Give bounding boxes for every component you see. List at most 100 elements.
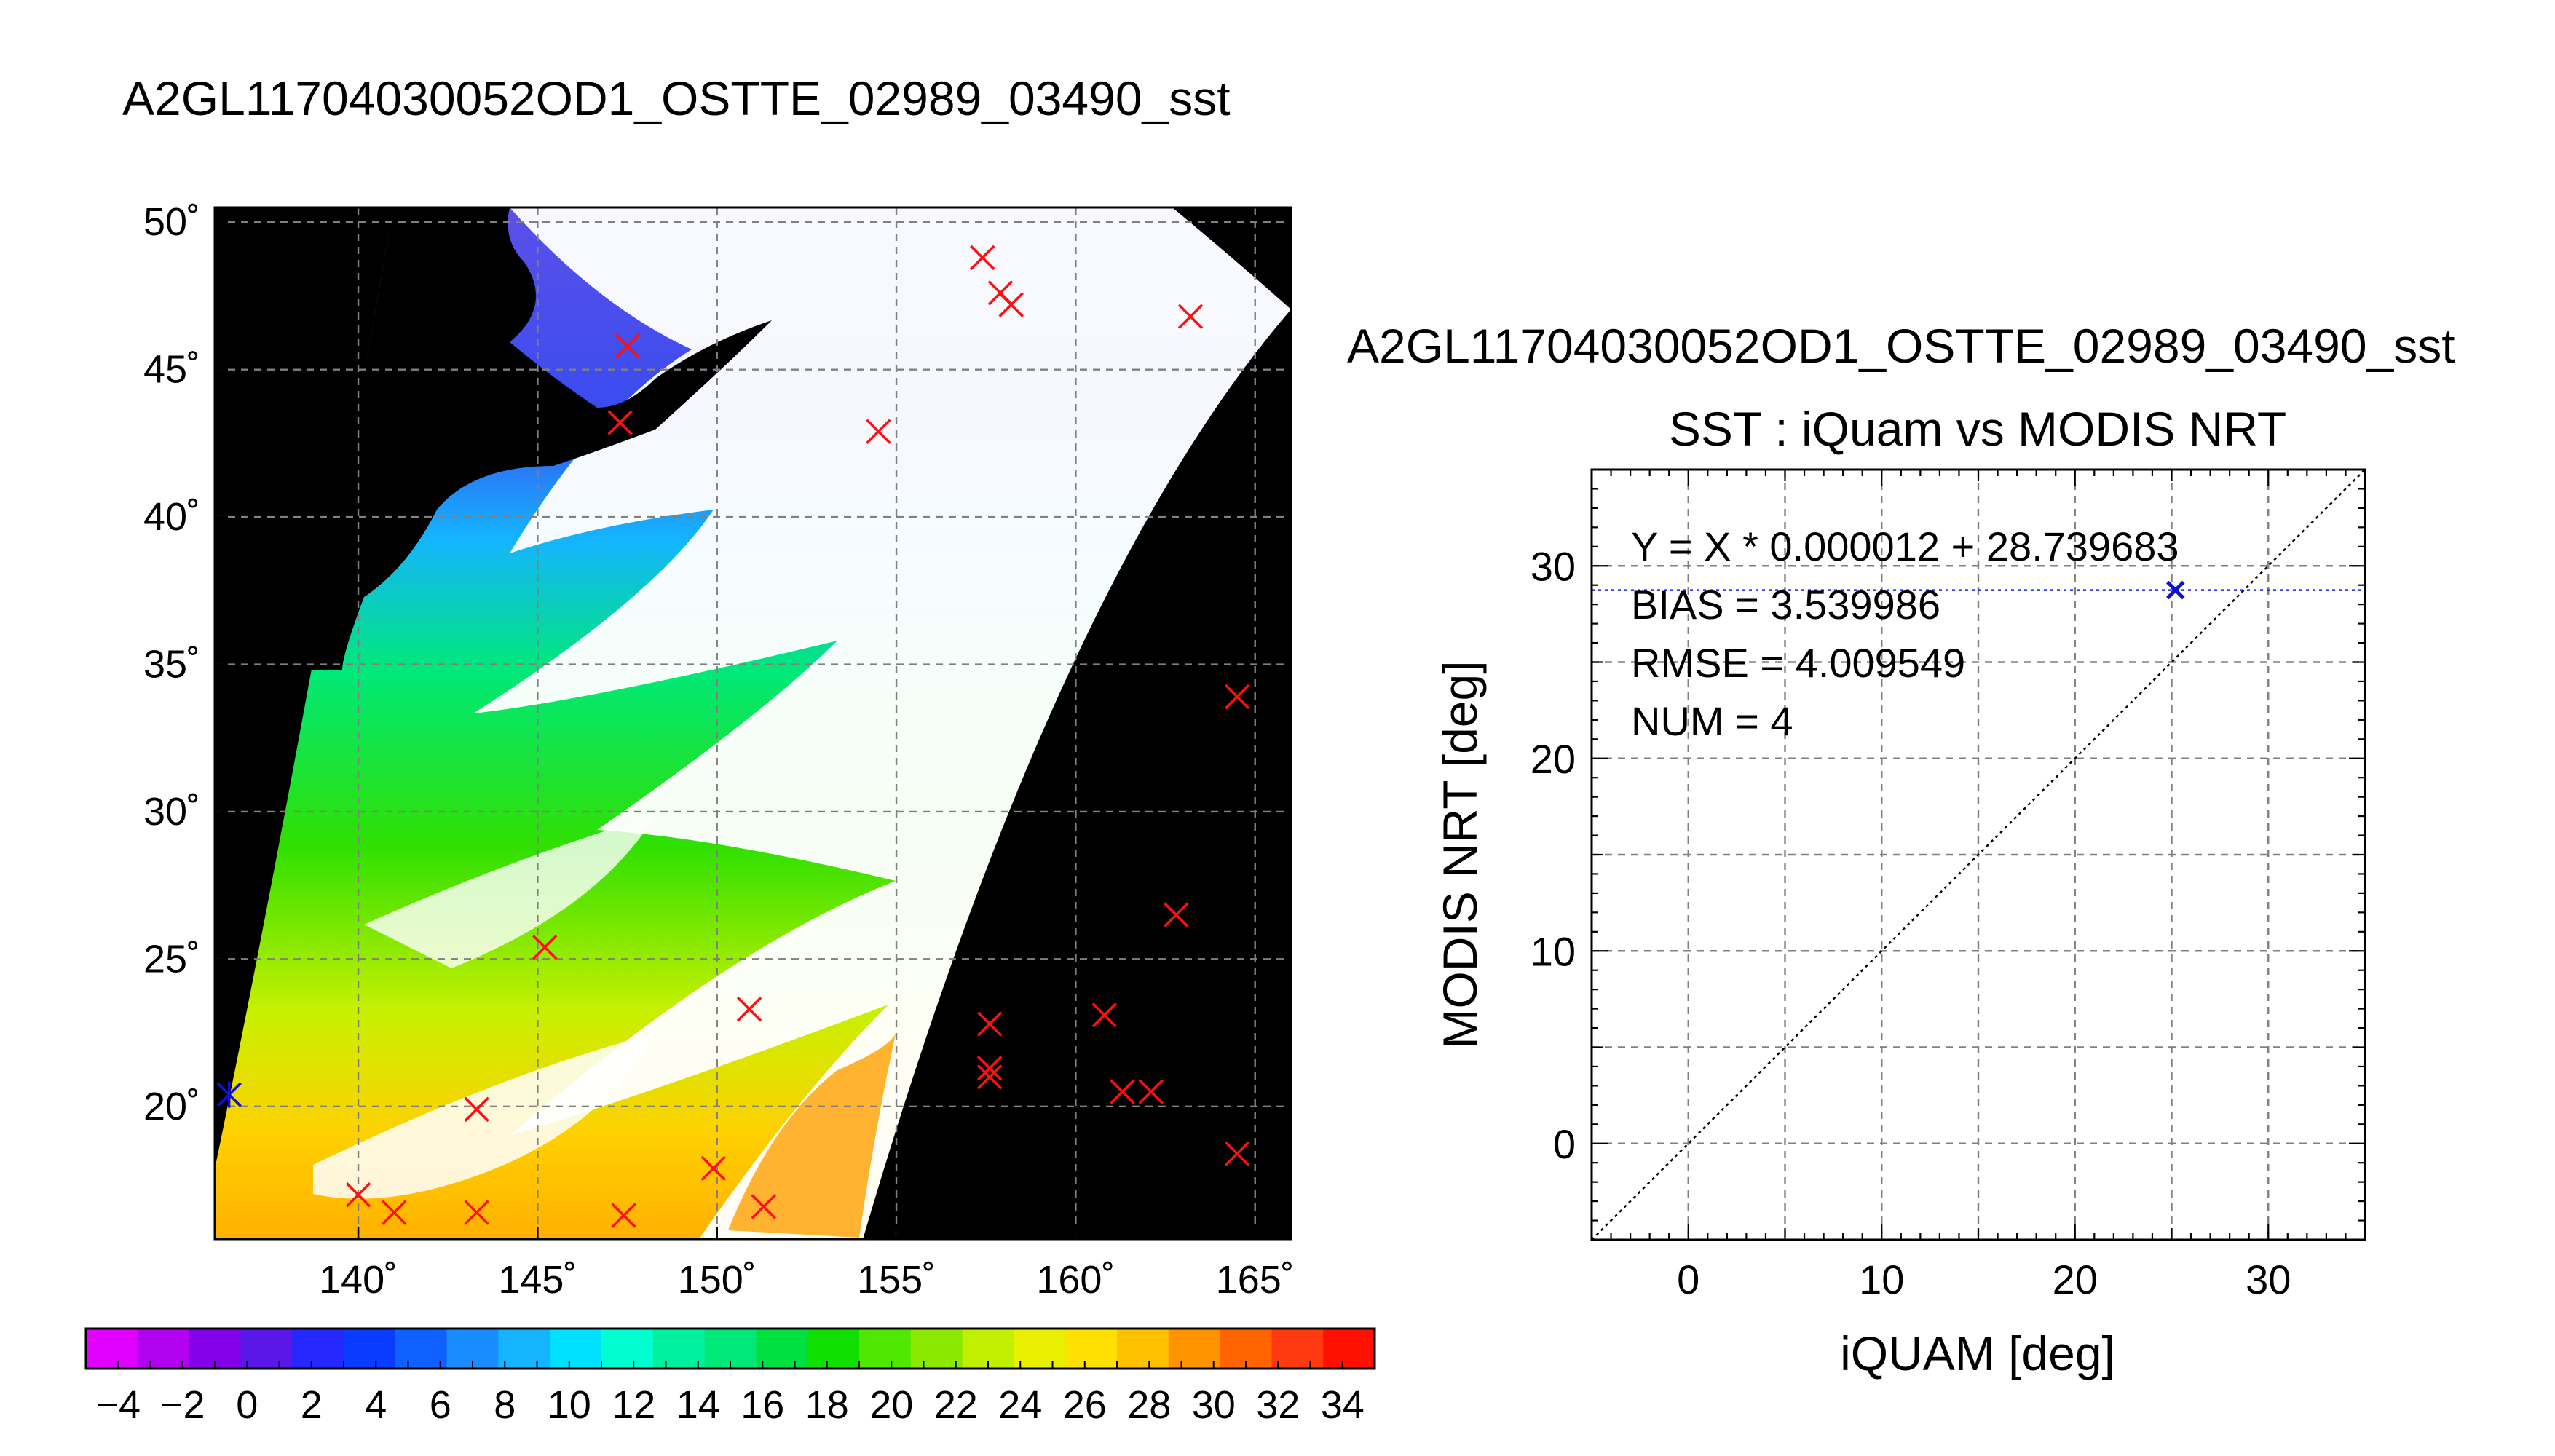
map-ytick-label: 40˚ xyxy=(143,495,200,539)
red-x-marker xyxy=(998,292,1024,317)
red-x-marker xyxy=(976,1055,1003,1081)
colorbar-tick-label: 22 xyxy=(934,1383,978,1427)
colorbar-tick-label: 14 xyxy=(676,1383,720,1427)
land-mask xyxy=(306,207,772,670)
red-x-marker xyxy=(1138,1079,1164,1104)
colorbar-tick-label: 6 xyxy=(430,1383,451,1427)
map-xtick-label: 145˚ xyxy=(498,1258,577,1302)
colorbar: −4 −2 0 2 4 6 8 10 12 14 16 18 20 22 24 26 28 30 32 34 xyxy=(84,1327,1376,1427)
colorbar-segment xyxy=(1065,1329,1118,1369)
scatter-axes: 0 10 20 30 0 10 20 30 xyxy=(1531,470,2365,1302)
identity-line xyxy=(1592,470,2365,1240)
red-x-marker xyxy=(970,245,995,271)
colorbar-segment xyxy=(756,1329,808,1369)
colorbar-segment xyxy=(86,1329,138,1369)
colorbar-segment xyxy=(1168,1329,1221,1369)
scatter-xtick-label: 20 xyxy=(2053,1257,2098,1302)
colorbar-tick-label: 8 xyxy=(494,1383,516,1427)
red-x-marker xyxy=(464,1200,489,1225)
colorbar-tick-label: 12 xyxy=(612,1383,655,1427)
scatter-plot: A2GL11704030052OD1_OSTTE_02989_03490_sst… xyxy=(1347,319,2455,1380)
sst-map: 140˚ 145˚ 150˚ 155˚ 160˚ 165˚ 20˚ 25˚ 30˚ 35˚ 40˚ 4… xyxy=(143,200,1295,1302)
colorbar-segment xyxy=(1117,1329,1169,1369)
colorbar-tick-label: 20 xyxy=(869,1383,913,1427)
map-ytick-label: 20˚ xyxy=(143,1085,200,1128)
colorbar-segment xyxy=(1323,1329,1375,1369)
colorbar-segment xyxy=(859,1329,912,1369)
colorbar-tick-label: 18 xyxy=(805,1383,849,1427)
colorbar-tick-label: −4 xyxy=(95,1383,141,1427)
red-x-marker xyxy=(1177,304,1204,330)
colorbar-segment xyxy=(652,1329,706,1369)
colorbar-tick-label: 0 xyxy=(236,1383,258,1427)
colorbar-tick-label: 28 xyxy=(1127,1383,1171,1427)
scatter-ytick-label: 20 xyxy=(1531,736,1576,782)
colorbar-segment xyxy=(601,1329,654,1369)
map-xtick-label: 155˚ xyxy=(857,1258,936,1302)
red-x-marker xyxy=(976,1011,1003,1037)
map-xtick-label: 160˚ xyxy=(1036,1258,1115,1302)
red-x-marker xyxy=(976,1064,1003,1090)
colorbar-segment xyxy=(910,1329,963,1369)
scatter-xlabel: iQUAM [deg] xyxy=(1840,1326,2115,1380)
map-xtick-label: 165˚ xyxy=(1216,1258,1295,1302)
red-x-marker xyxy=(736,996,762,1022)
red-x-marker xyxy=(1224,1141,1250,1166)
red-x-marker xyxy=(1091,1002,1118,1028)
colorbar-segment xyxy=(240,1329,293,1369)
red-x-marker xyxy=(464,1096,489,1123)
fit-equation: Y = X * 0.000012 + 28.739683 xyxy=(1631,523,2179,569)
scatter-title-line1: A2GL11704030052OD1_OSTTE_02989_03490_sst xyxy=(1347,319,2455,373)
scatter-xtick-label: 10 xyxy=(1859,1257,1904,1302)
map-ytick-label: 25˚ xyxy=(143,937,200,981)
warm-patch xyxy=(728,1034,896,1238)
red-x-marker xyxy=(866,419,891,444)
red-x-marker xyxy=(1164,902,1189,927)
colorbar-tick-label: 4 xyxy=(365,1383,387,1427)
red-x-marker xyxy=(345,1182,371,1208)
colorbar-tick-label: 2 xyxy=(301,1383,323,1427)
scatter-ytick-label: 10 xyxy=(1531,928,1576,974)
colorbar-segment xyxy=(395,1329,448,1369)
colorbar-segment xyxy=(292,1329,344,1369)
map-axes: 140˚ 145˚ 150˚ 155˚ 160˚ 165˚ 20˚ 25˚ 30˚ 35˚ 40˚ 4… xyxy=(143,200,1295,1302)
red-x-marker xyxy=(1224,684,1250,710)
red-x-marker xyxy=(607,410,633,435)
colorbar-tick-label: 26 xyxy=(1063,1383,1107,1427)
cloud-mask-mid xyxy=(364,815,655,968)
colorbar-tick-label: 32 xyxy=(1256,1383,1300,1427)
colorbar-segment xyxy=(550,1329,602,1369)
map-ytick-label: 35˚ xyxy=(143,643,200,687)
scatter-title-line2: SST : iQuam vs MODIS NRT xyxy=(1669,402,2286,456)
scatter-ytick-label: 0 xyxy=(1553,1121,1576,1167)
scatter-ylabel: MODIS NRT [deg] xyxy=(1433,660,1487,1048)
map-xtick-label: 150˚ xyxy=(678,1258,757,1302)
red-x-marker xyxy=(532,934,558,960)
map-markers xyxy=(216,245,1250,1228)
colorbar-segment xyxy=(1271,1329,1324,1369)
map-frame xyxy=(213,206,1292,1241)
colorbar-tick-label: 10 xyxy=(548,1383,591,1427)
map-xtick-label: 140˚ xyxy=(319,1258,398,1302)
scatter-lines xyxy=(1592,470,2365,1240)
colorbar-segment xyxy=(344,1329,396,1369)
scatter-xtick-label: 0 xyxy=(1677,1257,1699,1302)
red-x-marker xyxy=(751,1194,777,1219)
red-x-marker xyxy=(382,1200,407,1225)
red-x-marker xyxy=(1110,1079,1135,1104)
colorbar-segment xyxy=(498,1329,550,1369)
map-ytick-label: 50˚ xyxy=(143,200,200,244)
scatter-xtick-label: 30 xyxy=(2246,1257,2291,1302)
rmse-text: RMSE = 4.009549 xyxy=(1631,640,1965,686)
scatter-point xyxy=(2166,580,2185,600)
red-x-marker xyxy=(700,1155,727,1182)
cloud-mask xyxy=(473,207,1291,1239)
colorbar-tick-label: 30 xyxy=(1192,1383,1236,1427)
scatter-ytick-label: 30 xyxy=(1531,543,1576,589)
red-x-marker xyxy=(611,1203,636,1228)
colorbar-tick-label: 24 xyxy=(998,1383,1042,1427)
map-grid xyxy=(215,207,1291,1239)
colorbar-segment xyxy=(1014,1329,1066,1369)
bias-text: BIAS = 3.539986 xyxy=(1631,582,1940,628)
red-x-marker xyxy=(615,333,640,359)
